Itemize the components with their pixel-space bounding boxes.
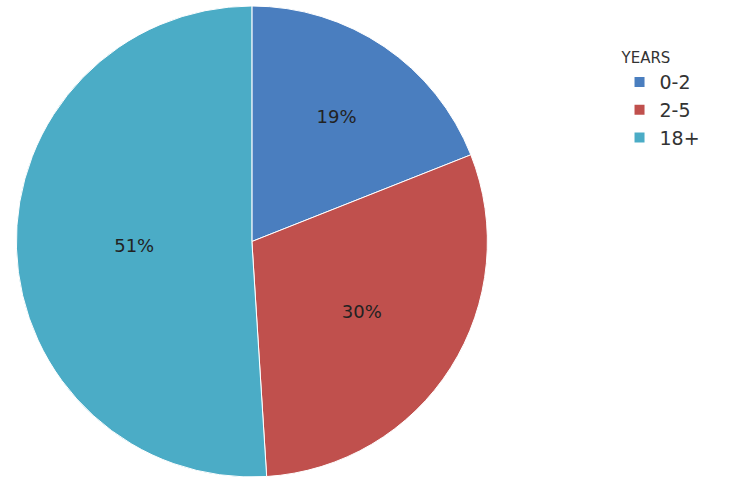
svg-text:19%: 19% — [317, 106, 357, 127]
svg-text:YEARS: YEARS — [621, 49, 671, 67]
svg-text:30%: 30% — [342, 301, 382, 322]
svg-text:2-5: 2-5 — [660, 99, 691, 121]
svg-text:0-2: 0-2 — [660, 71, 691, 93]
svg-text:18+: 18+ — [660, 127, 700, 149]
svg-text:51%: 51% — [114, 235, 154, 256]
